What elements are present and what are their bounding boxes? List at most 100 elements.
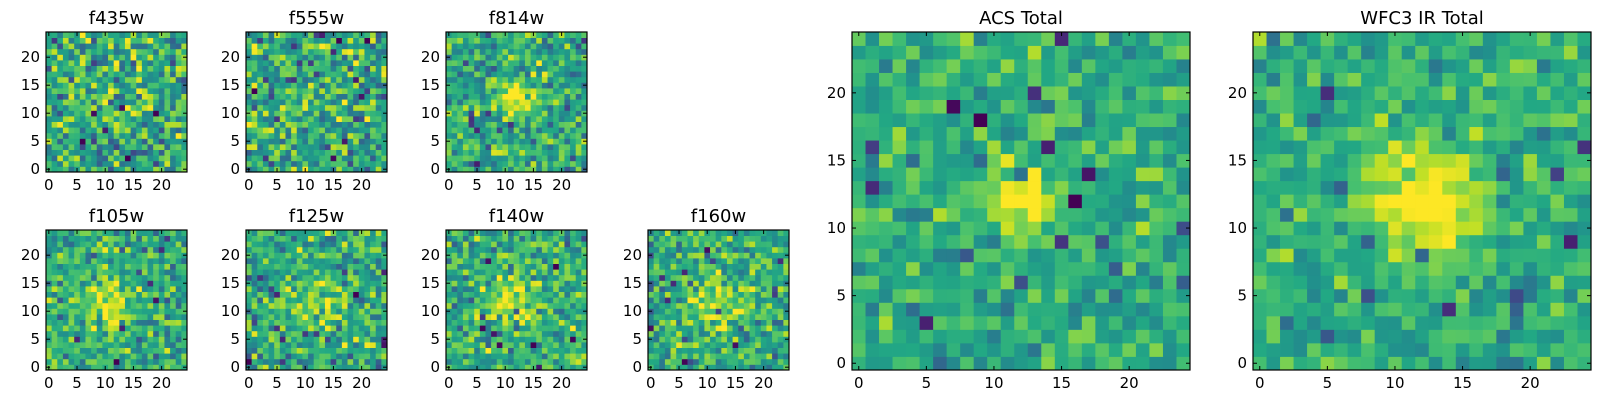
heatmap-cell xyxy=(457,132,464,139)
heatmap-cell xyxy=(451,297,458,304)
heatmap-cell xyxy=(530,121,537,128)
heatmap-cell xyxy=(375,308,382,315)
heatmap-cell xyxy=(257,110,264,117)
heatmap-cell xyxy=(715,230,722,236)
heatmap-cell xyxy=(381,325,388,332)
heatmap-cell xyxy=(653,336,660,343)
heatmap-cell xyxy=(564,241,571,248)
heatmap-cell xyxy=(726,342,733,348)
heatmap-cell xyxy=(370,166,377,173)
heatmap-cell xyxy=(308,291,315,298)
heatmap-cell xyxy=(496,325,503,332)
heatmap-cell xyxy=(1081,261,1096,276)
heatmap-cell xyxy=(558,286,565,292)
heatmap-cell xyxy=(513,325,520,332)
heatmap-cell xyxy=(375,291,382,298)
heatmap-cell xyxy=(1081,275,1096,290)
heatmap-cell xyxy=(91,297,98,304)
heatmap-cell xyxy=(726,280,733,287)
heatmap-cell xyxy=(164,60,171,66)
heatmap-cell xyxy=(513,319,520,326)
heatmap-cell xyxy=(485,235,492,242)
heatmap-cell xyxy=(670,308,677,315)
heatmap-cell xyxy=(370,342,377,348)
heatmap-cell xyxy=(553,319,560,326)
heatmap-cell xyxy=(564,291,571,298)
heatmap-cell xyxy=(749,347,756,354)
heatmap-cell xyxy=(257,43,264,50)
heatmap-cell xyxy=(541,43,548,50)
heatmap-cell xyxy=(933,342,948,357)
heatmap-cell xyxy=(181,132,188,139)
heatmap-cell xyxy=(575,358,582,365)
heatmap-cell xyxy=(721,358,728,365)
heatmap-cell xyxy=(336,71,343,78)
heatmap-cell xyxy=(353,76,360,83)
heatmap-cell xyxy=(710,319,717,326)
heatmap-cell xyxy=(457,65,464,72)
heatmap-cell xyxy=(496,65,503,72)
heatmap-cell xyxy=(313,252,320,259)
heatmap-cell xyxy=(564,302,571,309)
heatmap-cell xyxy=(755,314,762,320)
heatmap-cell xyxy=(158,258,165,264)
heatmap-cell xyxy=(91,286,98,292)
heatmap-cell xyxy=(547,230,554,236)
heatmap-cell xyxy=(570,252,577,259)
heatmap-cell xyxy=(62,308,69,315)
heatmap-cell xyxy=(664,297,671,304)
heatmap-cell xyxy=(330,144,337,150)
heatmap-cell xyxy=(79,319,86,326)
heatmap-cell xyxy=(147,241,154,248)
heatmap-cell xyxy=(451,330,458,337)
heatmap-cell xyxy=(147,110,154,117)
heatmap-cell xyxy=(513,269,520,276)
heatmap-cell xyxy=(102,246,109,253)
heatmap-cell xyxy=(358,144,365,150)
heatmap-cell xyxy=(353,104,360,111)
heatmap-cell xyxy=(136,358,143,365)
heatmap-cell xyxy=(119,241,126,248)
heatmap-cell xyxy=(541,54,548,61)
x-tick-label: 10 xyxy=(698,374,717,392)
heatmap-cell xyxy=(296,342,303,348)
heatmap-cell xyxy=(130,138,137,145)
heatmap-cell xyxy=(513,274,520,281)
heatmap-cell xyxy=(485,230,492,236)
heatmap-cell xyxy=(1149,180,1164,195)
heatmap-cell xyxy=(119,319,126,326)
heatmap-cell xyxy=(575,241,582,248)
heatmap-cell xyxy=(375,347,382,354)
heatmap-cell xyxy=(324,54,331,61)
heatmap-cell xyxy=(102,155,109,162)
heatmap-cell xyxy=(513,138,520,145)
heatmap-cell xyxy=(502,358,509,365)
heatmap-cell xyxy=(308,99,315,106)
heatmap-cell xyxy=(508,235,515,242)
heatmap-cell xyxy=(130,48,137,55)
heatmap-cell xyxy=(852,167,866,182)
heatmap-cell xyxy=(141,347,148,354)
heatmap-cell xyxy=(659,286,666,292)
heatmap-cell xyxy=(262,121,269,128)
heatmap-cell xyxy=(85,252,92,259)
heatmap-cell xyxy=(648,353,655,360)
heatmap-cell xyxy=(96,127,103,134)
heatmap-cell xyxy=(268,230,275,236)
heatmap-cell xyxy=(541,166,548,173)
heatmap-cell xyxy=(1081,248,1096,263)
heatmap-cell xyxy=(457,274,464,281)
heatmap-cell xyxy=(743,347,750,354)
heatmap-cell xyxy=(1176,234,1191,249)
heatmap-cell xyxy=(119,280,126,287)
heatmap-cell xyxy=(46,43,53,50)
heatmap-cell xyxy=(496,230,503,236)
heatmap-cell xyxy=(124,110,131,117)
heatmap-cell xyxy=(330,132,337,139)
heatmap-cell xyxy=(268,274,275,281)
heatmap-cell xyxy=(547,93,554,100)
heatmap-cell xyxy=(91,116,98,122)
heatmap-cell xyxy=(474,88,481,94)
heatmap-cell xyxy=(79,48,86,55)
heatmap-cell xyxy=(262,241,269,248)
